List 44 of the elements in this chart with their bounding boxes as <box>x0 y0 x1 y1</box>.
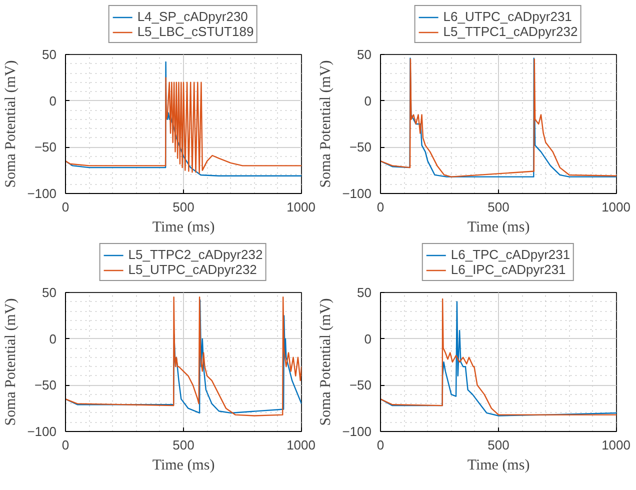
legend-label: L6_IPC_cADpyr231 <box>450 262 566 277</box>
legend-label: L5_LBC_cSTUT189 <box>137 24 254 39</box>
x-axis-title: Time (ms) <box>152 220 215 236</box>
x-tick-label: 0 <box>62 200 70 214</box>
y-tick-label: 50 <box>357 285 372 300</box>
x-tick-label: 500 <box>488 438 510 452</box>
y-tick-label: −100 <box>27 186 57 201</box>
x-axis-title: Time (ms) <box>467 220 530 236</box>
y-tick-label: 50 <box>42 285 57 300</box>
y-tick-label: −100 <box>27 424 57 439</box>
y-tick-label: 0 <box>49 331 57 346</box>
y-tick-label: −50 <box>34 140 57 155</box>
x-tick-label: 500 <box>488 200 510 214</box>
y-axis-title: Soma Potential (mV) <box>3 298 20 426</box>
y-tick-label: −100 <box>342 186 372 201</box>
x-tick-label: 1000 <box>602 200 630 214</box>
x-axis-title: Time (ms) <box>467 458 530 474</box>
x-tick-label: 1000 <box>286 438 316 452</box>
y-tick-label: −50 <box>349 378 372 393</box>
y-axis-title: Soma Potential (mV) <box>3 60 20 188</box>
y-tick-label: 0 <box>364 93 372 108</box>
legend-label: L4_SP_cADpyr230 <box>137 9 248 24</box>
y-tick-label: −50 <box>349 140 372 155</box>
legend-label: L5_UTPC_cADpyr232 <box>128 262 257 277</box>
y-tick-label: 0 <box>364 331 372 346</box>
y-tick-label: −50 <box>34 378 57 393</box>
x-tick-label: 500 <box>172 200 194 214</box>
x-tick-label: 500 <box>172 438 194 452</box>
legend-label: L5_TTPC1_cADpyr232 <box>443 24 578 39</box>
x-tick-label: 1000 <box>286 200 316 214</box>
x-axis-title: Time (ms) <box>152 458 215 474</box>
legend-label: L5_TTPC2_cADpyr232 <box>128 247 263 262</box>
x-tick-label: 0 <box>62 438 70 452</box>
legend-label: L6_UTPC_cADpyr231 <box>443 9 572 24</box>
y-tick-label: 50 <box>42 47 57 62</box>
y-axis-title: Soma Potential (mV) <box>318 298 334 426</box>
x-tick-label: 0 <box>376 200 384 214</box>
x-tick-label: 1000 <box>602 438 630 452</box>
y-axis-title: Soma Potential (mV) <box>318 60 334 188</box>
y-tick-label: 50 <box>357 47 372 62</box>
y-tick-label: 0 <box>49 93 57 108</box>
x-tick-label: 0 <box>376 438 384 452</box>
y-tick-label: −100 <box>342 424 372 439</box>
legend-label: L6_TPC_cADpyr231 <box>450 247 570 262</box>
